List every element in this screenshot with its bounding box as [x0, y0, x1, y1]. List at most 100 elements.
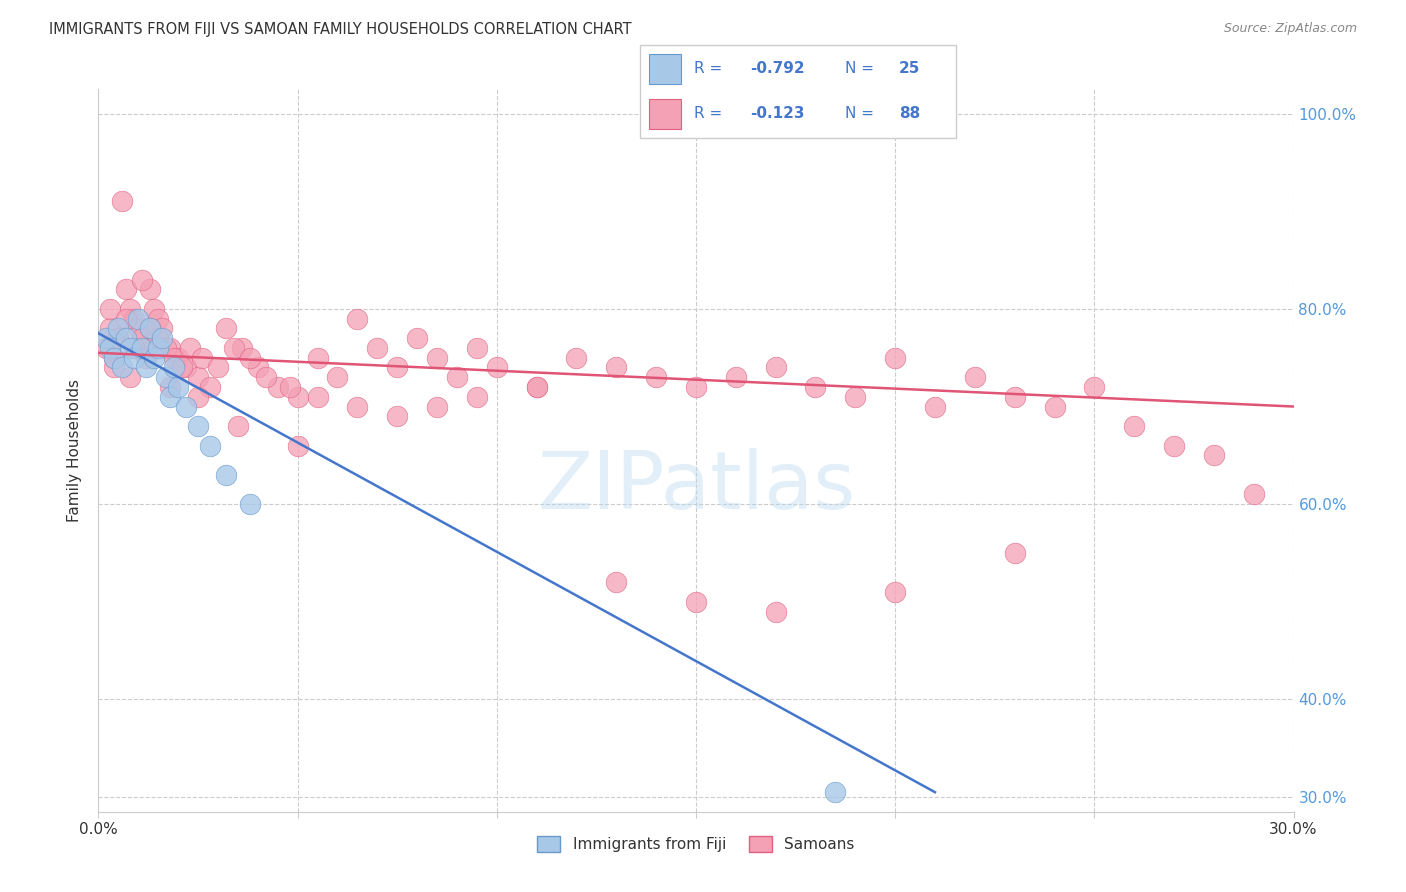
Point: [98, 301, 122, 316]
Point: [155, 341, 177, 355]
Point: [346, 400, 368, 414]
Point: [231, 341, 253, 355]
Point: [605, 575, 627, 590]
Point: [174, 360, 197, 375]
Point: [565, 351, 588, 365]
Point: [1083, 380, 1105, 394]
Point: [287, 390, 309, 404]
Point: [765, 360, 787, 375]
Point: [804, 380, 827, 394]
Point: [215, 467, 238, 482]
Point: [685, 595, 707, 609]
Point: [131, 341, 153, 355]
Point: [98, 321, 122, 335]
Point: [287, 439, 309, 453]
Point: [96, 341, 118, 355]
Point: [1004, 546, 1026, 560]
Point: [179, 341, 201, 355]
Point: [115, 282, 138, 296]
Point: [215, 321, 238, 335]
Point: [526, 380, 548, 394]
Point: [884, 351, 907, 365]
Point: [159, 390, 181, 404]
Point: [254, 370, 277, 384]
Point: [115, 311, 138, 326]
Point: [465, 390, 488, 404]
Point: [150, 331, 173, 345]
Point: [426, 400, 449, 414]
Text: N =: N =: [845, 62, 879, 77]
Point: [139, 282, 162, 296]
Point: [124, 311, 146, 326]
Point: [844, 390, 866, 404]
Point: [103, 351, 125, 365]
Point: [187, 419, 209, 434]
Point: [187, 390, 209, 404]
Point: [135, 351, 157, 365]
Point: [307, 390, 329, 404]
Point: [1004, 390, 1026, 404]
Point: [150, 321, 173, 335]
Point: [326, 370, 349, 384]
Text: -0.792: -0.792: [751, 62, 806, 77]
Point: [98, 341, 122, 355]
Point: [131, 331, 153, 345]
Point: [120, 370, 142, 384]
Point: [426, 351, 449, 365]
Point: [103, 360, 125, 375]
Point: [198, 380, 221, 394]
Point: [148, 341, 170, 355]
Point: [135, 360, 157, 375]
Point: [155, 370, 177, 384]
Point: [385, 409, 409, 424]
Point: [246, 360, 269, 375]
Point: [685, 380, 707, 394]
Point: [127, 311, 149, 326]
Point: [465, 341, 488, 355]
Text: R =: R =: [693, 62, 727, 77]
Bar: [650, 99, 681, 129]
Point: [963, 370, 986, 384]
Point: [124, 351, 146, 365]
Point: [139, 321, 162, 335]
Point: [765, 605, 787, 619]
Bar: [650, 54, 681, 84]
Point: [446, 370, 468, 384]
Point: [148, 331, 170, 345]
Point: [278, 380, 301, 394]
Point: [107, 331, 129, 345]
Point: [131, 272, 153, 286]
Point: [406, 331, 429, 345]
Point: [239, 351, 262, 365]
Point: [143, 351, 166, 365]
Point: [143, 301, 166, 316]
Point: [1043, 400, 1066, 414]
Point: [307, 351, 329, 365]
Point: [107, 321, 129, 335]
Point: [111, 360, 134, 375]
Point: [139, 321, 162, 335]
Point: [207, 360, 229, 375]
Text: R =: R =: [693, 106, 727, 121]
Point: [1163, 439, 1185, 453]
Point: [115, 331, 138, 345]
Point: [174, 400, 197, 414]
Text: 88: 88: [900, 106, 921, 121]
Text: -0.123: -0.123: [751, 106, 806, 121]
Point: [167, 380, 190, 394]
Text: N =: N =: [845, 106, 879, 121]
Point: [924, 400, 946, 414]
Point: [346, 311, 368, 326]
Text: IMMIGRANTS FROM FIJI VS SAMOAN FAMILY HOUSEHOLDS CORRELATION CHART: IMMIGRANTS FROM FIJI VS SAMOAN FAMILY HO…: [49, 22, 631, 37]
Text: ZIPatlas: ZIPatlas: [537, 448, 855, 525]
Point: [167, 351, 190, 365]
Point: [187, 370, 209, 384]
Point: [172, 360, 194, 375]
Point: [1123, 419, 1146, 434]
Point: [163, 351, 186, 365]
Point: [159, 380, 181, 394]
Legend: Immigrants from Fiji, Samoans: Immigrants from Fiji, Samoans: [531, 830, 860, 858]
Point: [103, 351, 125, 365]
Point: [366, 341, 388, 355]
Point: [191, 351, 214, 365]
